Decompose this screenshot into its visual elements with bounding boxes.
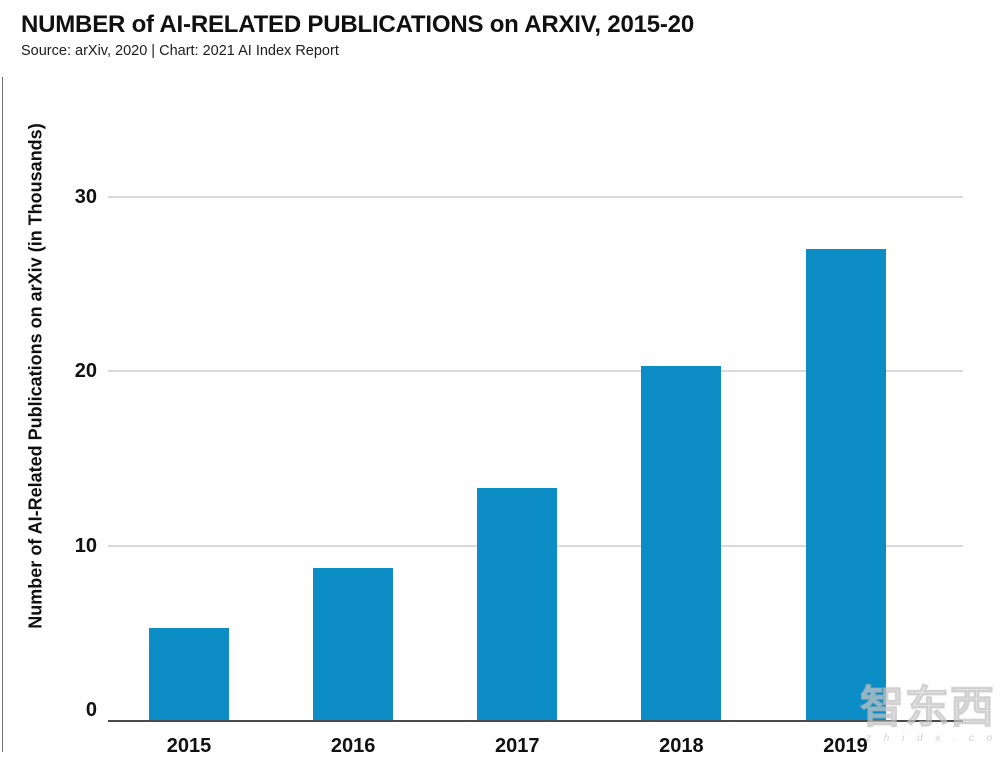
x-label-2018: 2018: [659, 735, 704, 757]
gridline-30: [108, 196, 963, 199]
bar-2019: [805, 249, 886, 720]
bar-2017: [477, 488, 558, 720]
gridline-20: [108, 370, 963, 373]
chart-title: NUMBER of AI-RELATED PUBLICATIONS on ARX…: [21, 11, 694, 38]
x-label-2015: 2015: [166, 735, 212, 757]
x-label-2019: 2019: [823, 735, 868, 757]
bar-2015: [149, 628, 229, 720]
y-tick-label-10: 10: [74, 534, 97, 557]
x-axis-line: [108, 720, 963, 722]
y-tick-label-30: 30: [74, 186, 97, 209]
chart-subtitle: Source: arXiv, 2020 | Chart: 2021 AI Ind…: [21, 43, 339, 59]
y-tick-label-20: 20: [74, 360, 97, 383]
y-tick-label-0: 0: [85, 699, 97, 721]
left-edge-line: [2, 77, 3, 752]
x-label-2017: 2017: [495, 735, 540, 757]
bar-2016: [313, 568, 394, 720]
x-label-2016: 2016: [330, 735, 376, 757]
bar-2018: [641, 366, 722, 720]
